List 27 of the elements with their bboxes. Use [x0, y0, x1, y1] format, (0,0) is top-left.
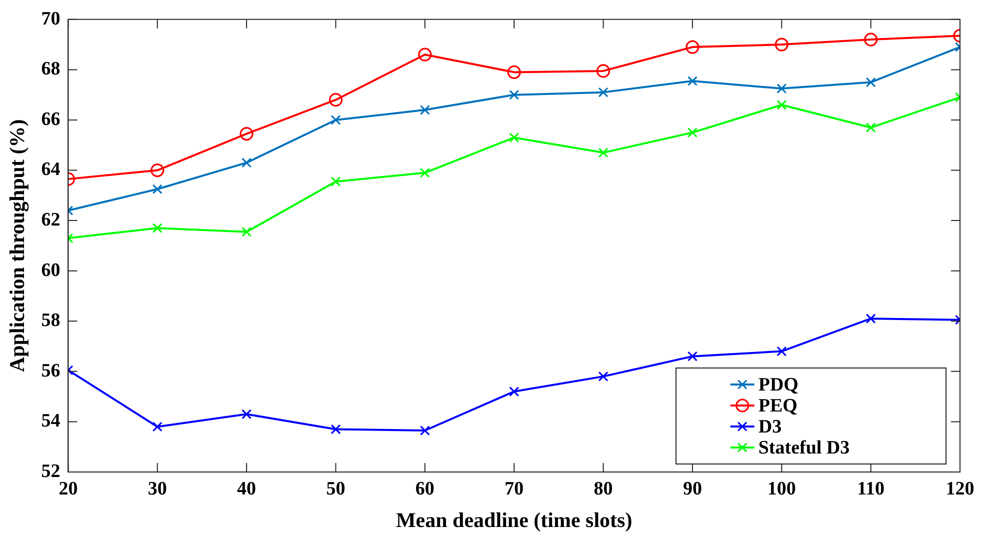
y-tick-label: 60 — [41, 260, 60, 281]
legend-label: Stateful D3 — [758, 437, 850, 458]
y-tick-label: 56 — [41, 360, 60, 382]
x-tick-label: 110 — [857, 478, 885, 500]
x-tick-label: 20 — [58, 478, 78, 500]
y-tick-label: 54 — [41, 410, 61, 432]
y-tick-label: 58 — [41, 310, 60, 332]
x-tick-label: 30 — [148, 478, 167, 500]
x-tick-label: 50 — [326, 478, 346, 500]
x-tick-label: 80 — [594, 478, 613, 500]
x-axis-title: Mean deadline (time slots) — [396, 508, 632, 532]
x-tick-label: 100 — [767, 478, 796, 500]
y-tick-label: 66 — [41, 108, 60, 130]
x-tick-label: 90 — [682, 478, 702, 500]
y-tick-label: 64 — [41, 159, 61, 180]
x-tick-label: 60 — [415, 478, 434, 500]
legend-label: PEQ — [758, 395, 798, 416]
x-tick-label: 120 — [946, 478, 974, 500]
y-tick-label: 68 — [41, 58, 60, 80]
y-tick-label: 62 — [41, 209, 60, 230]
y-tick-label: 52 — [41, 460, 60, 482]
y-axis-title: Application throughput (%) — [5, 119, 30, 372]
x-tick-label: 40 — [237, 478, 256, 500]
y-tick-label: 70 — [41, 8, 60, 30]
legend-label: D3 — [758, 416, 782, 438]
x-tick-label: 70 — [504, 478, 524, 500]
legend-label: PDQ — [758, 374, 798, 396]
